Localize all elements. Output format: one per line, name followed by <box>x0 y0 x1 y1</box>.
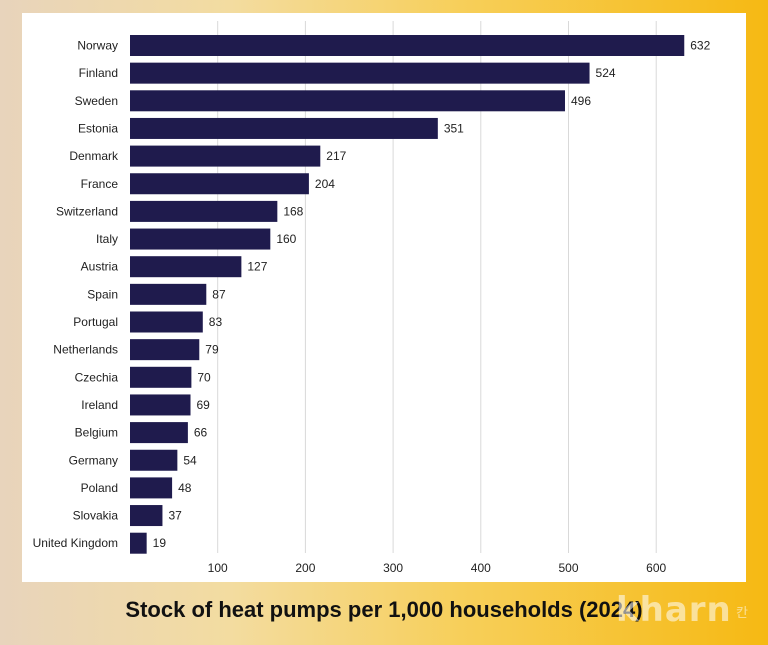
category-label: Finland <box>79 66 118 80</box>
category-label: France <box>81 177 119 191</box>
value-label: 524 <box>596 66 616 80</box>
bar <box>130 145 321 167</box>
bar <box>130 228 271 250</box>
bar <box>130 311 203 333</box>
value-label: 69 <box>197 398 211 412</box>
bar <box>130 339 200 361</box>
category-label: Poland <box>81 481 118 495</box>
value-label: 217 <box>326 149 346 163</box>
bar <box>130 532 147 554</box>
bar <box>130 449 178 471</box>
value-label: 127 <box>247 260 267 274</box>
x-tick-label: 400 <box>471 561 491 575</box>
bar <box>130 366 192 388</box>
category-label: Italy <box>96 232 118 246</box>
category-label: Norway <box>77 39 118 53</box>
value-label: 168 <box>283 204 303 218</box>
bar <box>130 35 685 56</box>
category-label: Estonia <box>78 121 118 135</box>
value-label: 54 <box>183 453 197 467</box>
value-label: 83 <box>209 315 223 329</box>
x-tick-label: 200 <box>295 561 315 575</box>
watermark-text: kharn <box>616 590 732 630</box>
bar <box>130 422 188 444</box>
category-label: Netherlands <box>53 343 118 357</box>
category-label: Spain <box>87 287 118 301</box>
x-tick-label: 100 <box>208 561 228 575</box>
bar <box>130 505 163 527</box>
value-label: 48 <box>178 481 192 495</box>
value-label: 66 <box>194 426 208 440</box>
value-label: 351 <box>444 121 464 135</box>
value-label: 79 <box>205 343 219 357</box>
value-label: 160 <box>276 232 296 246</box>
bar <box>130 200 278 222</box>
category-label: Austria <box>81 260 119 274</box>
value-label: 37 <box>168 509 182 523</box>
bar <box>130 283 207 305</box>
watermark-suffix: 칸 <box>736 606 748 621</box>
x-tick-label: 600 <box>646 561 666 575</box>
value-label: 204 <box>315 177 335 191</box>
value-label: 19 <box>153 536 167 550</box>
bar <box>130 394 191 416</box>
bar <box>130 256 242 278</box>
category-label: Portugal <box>73 315 118 329</box>
category-label: Czechia <box>75 370 119 384</box>
bar <box>130 62 590 84</box>
chart-panel: 100 200 300 400 500 600 Norway 632 Finland 524 Swe… <box>22 13 746 582</box>
brand-watermark: kharn 칸 <box>612 590 762 634</box>
bar <box>130 117 438 139</box>
category-label: Denmark <box>69 149 119 163</box>
bar <box>130 90 565 112</box>
category-label: Slovakia <box>73 509 119 523</box>
category-label: Germany <box>69 453 118 467</box>
x-tick-label: 300 <box>383 561 403 575</box>
chart-title: Stock of heat pumps per 1,000 households… <box>125 597 643 622</box>
value-label: 496 <box>571 94 591 108</box>
value-label: 632 <box>690 39 710 53</box>
bar-chart: 100 200 300 400 500 600 Norway 632 Finland 524 Swe… <box>33 21 711 575</box>
bar <box>130 477 173 499</box>
value-label: 70 <box>197 370 211 384</box>
category-label: Ireland <box>81 398 118 412</box>
category-label: United Kingdom <box>33 536 118 550</box>
category-label: Belgium <box>75 426 118 440</box>
bar <box>130 173 309 195</box>
value-label: 87 <box>212 287 226 301</box>
category-label: Sweden <box>75 94 118 108</box>
category-label: Switzerland <box>56 204 118 218</box>
x-tick-label: 500 <box>558 561 578 575</box>
